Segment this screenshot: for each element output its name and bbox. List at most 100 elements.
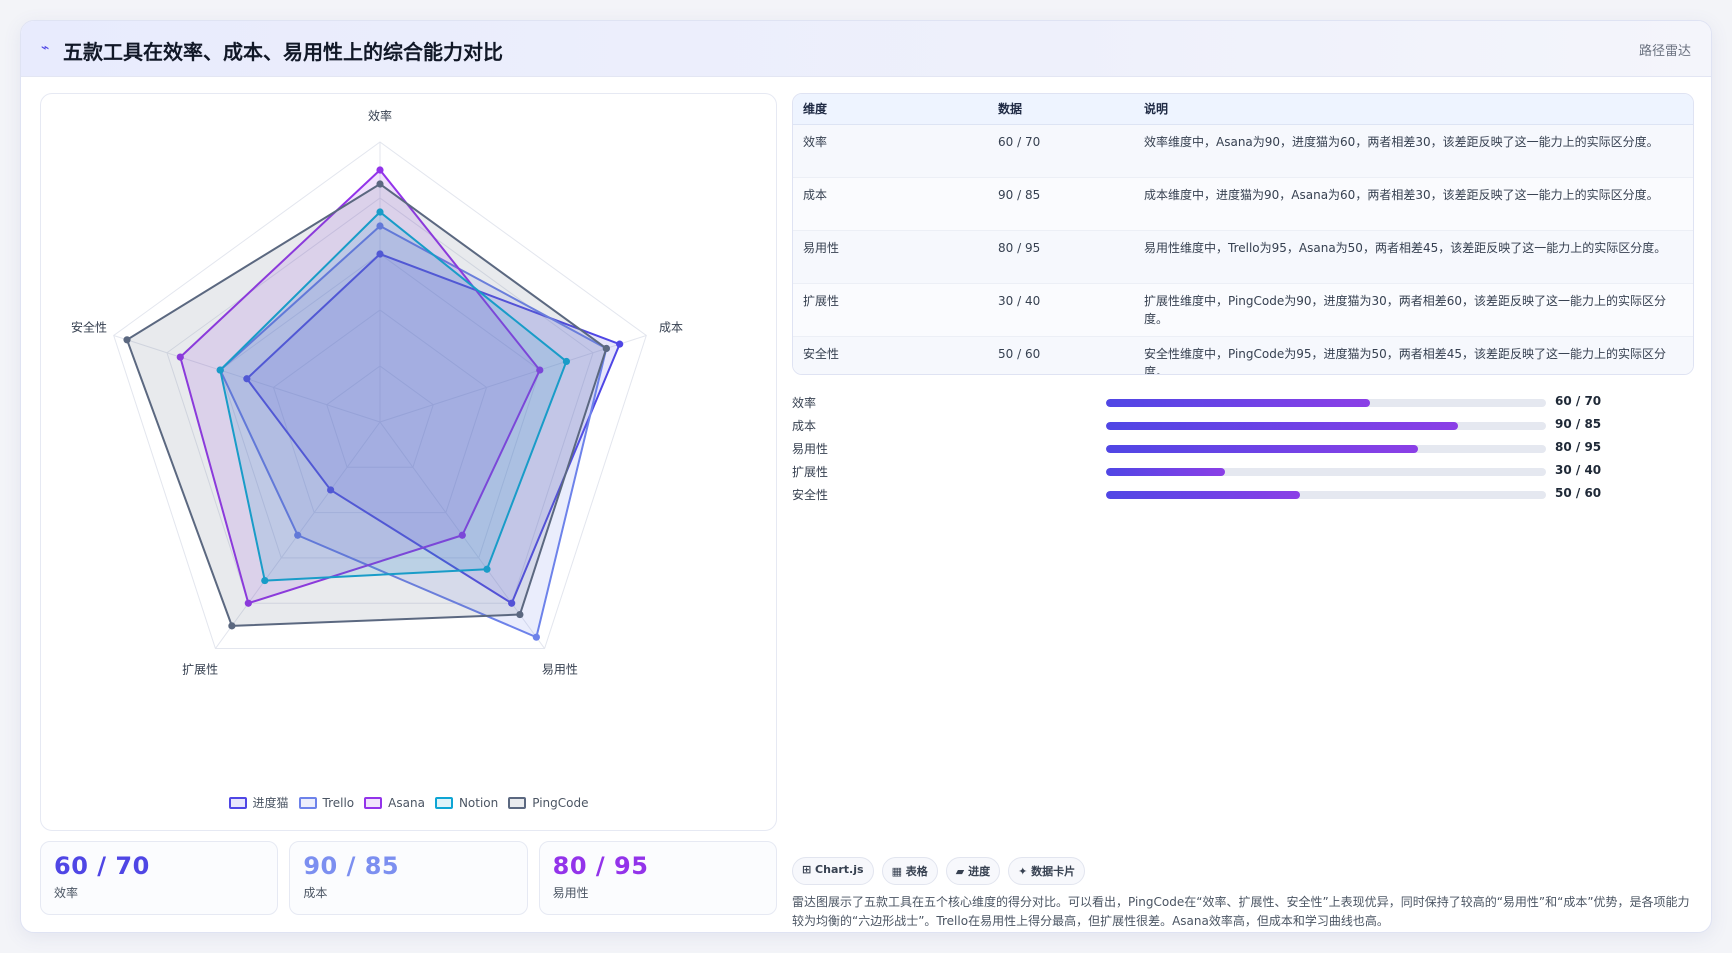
legend-label: 进度猫 [252,796,289,810]
radar-series-area [179,169,541,605]
radar-data-point [228,622,236,630]
progress-label: 安全性 [792,488,829,502]
cell-description: 易用性维度中，Trello为95，Asana为50，两者相差45，该差距反映了这… [1134,230,1693,284]
legend-item[interactable]: Trello [298,794,355,811]
radar-grid-ring [326,365,434,468]
radar-grid-ring [166,197,594,604]
summary-text: 雷达图展示了五款工具在五个核心维度的得分对比。可以看出，PingCode在“效率… [792,895,1690,928]
legend-label: Notion [458,795,499,810]
table-row: 效率 60 / 70 效率维度中，Asana为90，进度猫为60，两者相差30，… [793,124,1693,178]
stat-label: 成本 [303,886,328,900]
legend-label: Trello [322,795,355,810]
radar-grid-ring [113,141,647,650]
stat-card: 90 / 85 成本 [289,841,528,915]
cell-data: 60 / 70 [988,124,1134,178]
legend-item[interactable]: Asana [364,794,425,811]
progress-value: 50 / 60 [1555,486,1602,500]
progress-label: 效率 [792,396,817,410]
stat-value: 60 / 70 [54,852,150,880]
radar-series-area [219,225,608,639]
radar-grid-ring [272,309,488,514]
progress-value: 90 / 85 [1555,417,1602,431]
radar-data-point [376,250,384,258]
radar-data-point [483,565,491,573]
progress-label: 扩展性 [792,465,829,479]
radar-series-area [219,211,568,582]
progress-row: 成本 90 / 85 [792,414,1694,437]
cell-description: 成本维度中，进度猫为90，Asana为60，两者相差30，该差距反映了这一能力上… [1134,177,1693,231]
cell-dimension: 效率 [793,124,988,178]
progress-track [1106,491,1546,499]
radar-axis-label: 成本 [659,320,683,334]
legend-swatch [508,796,527,809]
cell-dimension: 安全性 [793,336,988,374]
progress-track [1106,468,1546,476]
legend-swatch [364,796,383,809]
tag-chartjs: ⊞ Chart.js [792,857,874,885]
radar-data-point [602,344,610,353]
progress-row: 扩展性 30 / 40 [792,460,1694,483]
radar-grid-ring [219,253,541,559]
progress-fill [1106,468,1225,476]
radar-axis-label: 效率 [368,108,392,123]
header: ⌁ 五款工具在效率、成本、易用性上的综合能力对比 路径雷达 [21,21,1711,77]
progress-label: 易用性 [792,442,829,456]
progress-row: 安全性 50 / 60 [792,483,1694,506]
tech-tags: ⊞ Chart.js ▦ 表格 ▰ 进度 ✦ 数据卡片 [792,857,1086,885]
column-header: 维度 [793,94,988,125]
progress-value: 30 / 40 [1555,463,1602,477]
legend-swatch [434,796,453,809]
legend-item[interactable]: 进度猫 [228,794,289,811]
column-header: 数据 [988,94,1134,125]
legend-item[interactable]: PingCode [508,794,589,811]
progress-row: 效率 60 / 70 [792,391,1694,414]
radar-data-point [244,599,252,607]
radar-data-point [516,610,524,619]
table-row: 成本 90 / 85 成本维度中，进度猫为90，Asana为60，两者相差30，… [793,177,1693,231]
stat-value: 80 / 95 [552,852,649,880]
right-panel: 维度 数据 说明 效率 60 / 70 效率维度中，Asana为90，进度猫为6… [792,93,1694,928]
stat-value: 90 / 85 [303,852,400,880]
radar-data-point [376,166,384,174]
stat-label: 效率 [54,886,79,900]
legend-label: Asana [388,795,425,810]
progress-label: 成本 [792,419,817,433]
legend-swatch [298,796,317,809]
table-header-row: 维度 数据 说明 [793,94,1693,125]
column-header: 说明 [1134,94,1693,125]
radar-series-area [126,183,608,627]
legend-swatch [228,796,247,809]
radar-data-point [562,357,571,366]
radar-data-point [616,340,624,348]
stat-card: 60 / 70 效率 [40,841,279,915]
progress-value: 80 / 95 [1555,440,1602,454]
progress-row: 易用性 80 / 95 [792,437,1694,460]
radar-data-point [376,222,384,230]
stat-label: 易用性 [552,886,589,900]
tag-progress: ▰ 进度 [945,857,1001,885]
radar-data-point [536,366,544,374]
radar-icon: ⌁ [41,40,50,56]
table-row: 安全性 50 / 60 安全性维度中，PingCode为95，进度猫为50，两者… [793,336,1693,374]
radar-data-point [508,599,516,607]
radar-data-point [216,366,224,374]
cell-data: 30 / 40 [988,283,1134,337]
radar-data-point [458,531,466,539]
cell-description: 安全性维度中，PingCode为95，进度猫为50，两者相差45，该差距反映了这… [1134,336,1693,374]
progress-value: 60 / 70 [1555,394,1602,408]
stat-cards: 60 / 70 效率 90 / 85 成本 80 / 95 易用性 [40,841,777,915]
radar-data-point [294,531,302,539]
progress-bars: 效率 60 / 70 成本 90 / 85 易用性 80 / 95 扩展性 30 / 40 安全… [792,391,1694,506]
radar-data-point [376,180,384,188]
tag-table: ▦ 表格 [881,857,938,885]
radar-data-point [376,208,384,216]
cell-dimension: 扩展性 [793,283,988,337]
cell-data: 80 / 95 [988,230,1134,284]
radar-axis-label: 安全性 [71,319,107,334]
legend-item[interactable]: Notion [434,794,499,811]
stat-card: 80 / 95 易用性 [538,841,777,915]
data-table: 维度 数据 说明 效率 60 / 70 效率维度中，Asana为90，进度猫为6… [792,93,1694,375]
radar-axis-label: 扩展性 [182,663,218,677]
chart-type-tag: 路径雷达 [1638,44,1691,59]
